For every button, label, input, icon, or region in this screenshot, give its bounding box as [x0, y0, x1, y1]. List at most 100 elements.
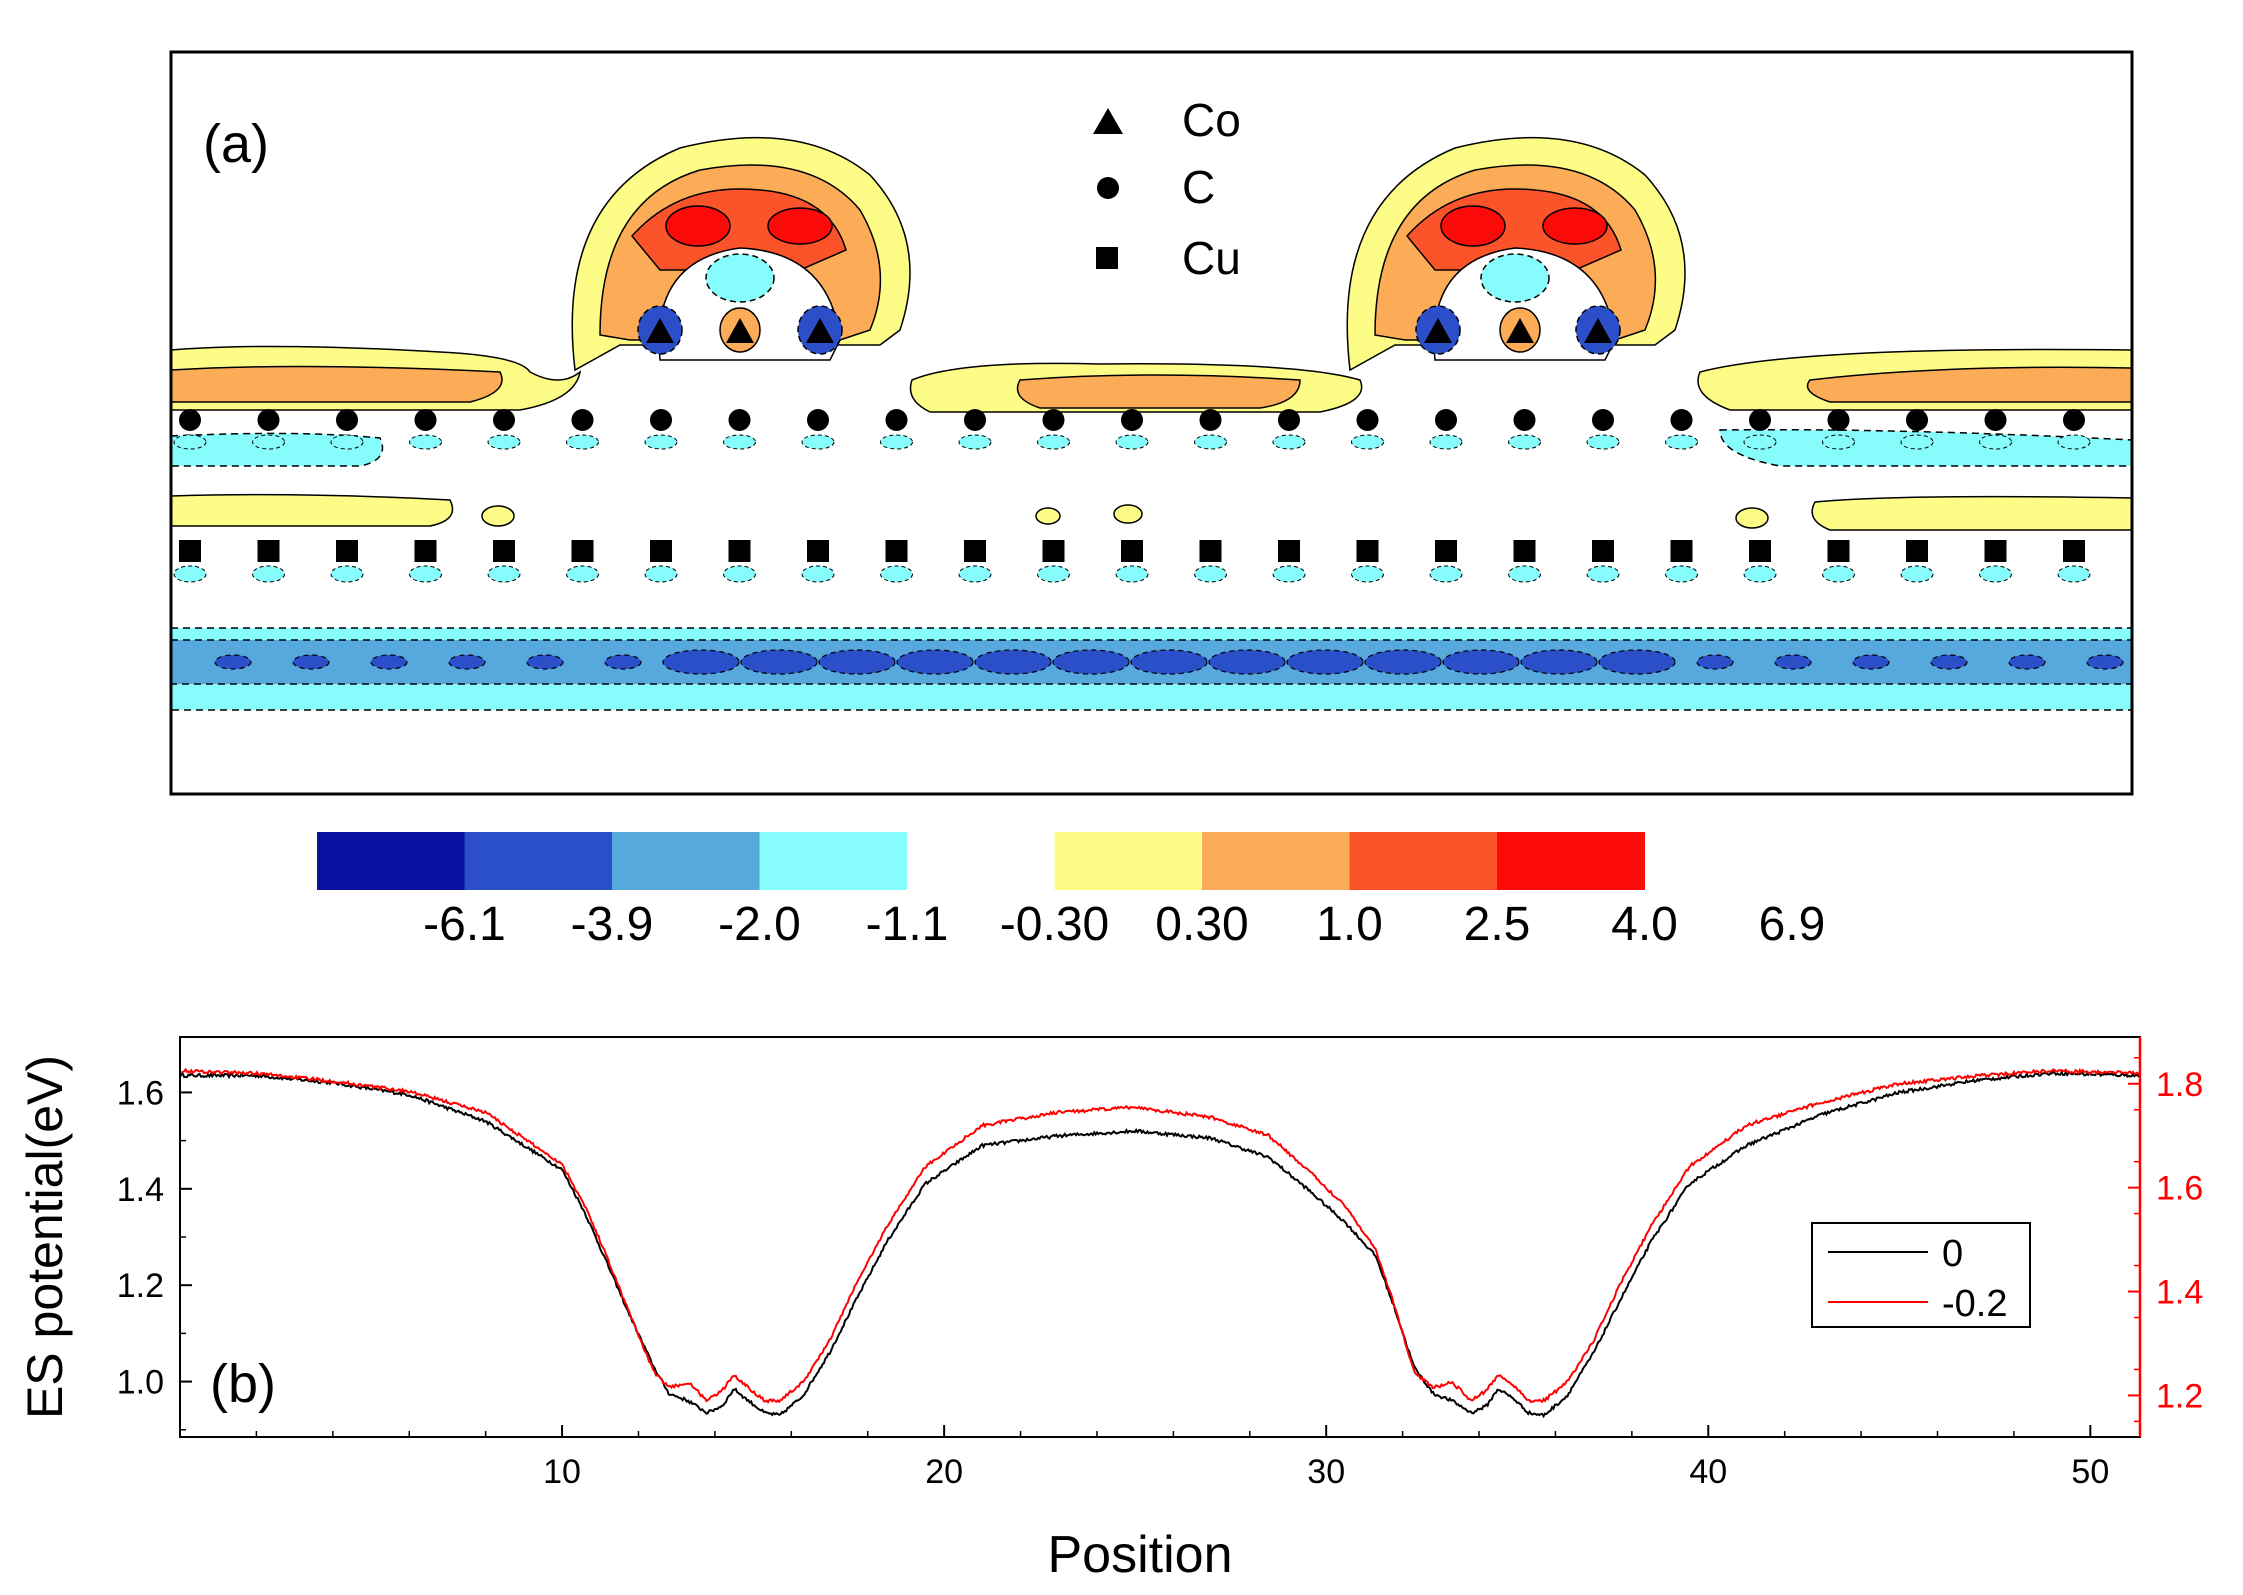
- contour-atom-halo: [1743, 565, 1777, 583]
- x-axis-label: Position: [1048, 1526, 1233, 1584]
- colorbar-label: -6.1: [423, 898, 506, 951]
- colorbar-swatch: [612, 832, 760, 890]
- contour-blob: [1598, 649, 1676, 675]
- contour-cu-layer-small-pos: [1035, 507, 1061, 525]
- colorbar-swatch: [1202, 832, 1350, 890]
- legend-item-c: C: [1097, 161, 1215, 213]
- carbon-atom: [493, 409, 515, 431]
- y-left-tick-label: 1.4: [117, 1171, 164, 1209]
- copper-atom: [1513, 540, 1536, 562]
- colorbar-label: -1.1: [866, 898, 949, 951]
- contour-atom-halo: [1351, 434, 1384, 450]
- contour-blob: [370, 654, 408, 670]
- contour-atom-halo: [1586, 565, 1620, 583]
- panel-b-label: (b): [210, 1354, 276, 1414]
- colorbar-label: 4.0: [1611, 898, 1678, 951]
- carbon-atom: [1749, 409, 1771, 431]
- colorbar-swatch: [1497, 832, 1645, 890]
- contour-atom-halo: [1665, 565, 1698, 583]
- y-left-tick-label: 1.6: [117, 1074, 164, 1112]
- copper-atom: [885, 540, 908, 562]
- contour-atom-halo: [173, 565, 207, 583]
- contour-atom-halo: [1429, 565, 1463, 583]
- contour-atom-halo: [252, 434, 285, 450]
- contour-atom-halo: [1194, 565, 1227, 583]
- carbon-atom: [1042, 409, 1065, 431]
- copper-atom: [650, 540, 672, 562]
- colorbar-labels: -6.1 -3.9 -2.0 -1.1 -0.30 0.30 1.0 2.5 4.0 6.9: [423, 898, 1825, 951]
- contour-atom-halo: [880, 434, 913, 450]
- contour-atom-halo: [409, 434, 442, 450]
- contour-c-layer-left-neg: [171, 432, 384, 467]
- copper-atom: [1749, 540, 1771, 562]
- contour-atom-halo: [1351, 565, 1384, 583]
- chart-legend: 0 -0.2: [1811, 1222, 2031, 1328]
- colorbar-swatch: [464, 832, 613, 890]
- carbon-atom: [1199, 409, 1222, 431]
- contour-atom-halo: [1508, 434, 1541, 450]
- colorbar-swatch: [1349, 832, 1498, 890]
- legend-label-series-1: -0.2: [1942, 1283, 2007, 1325]
- contour-c-layer-right-orange: [1806, 366, 2132, 403]
- contour-atom-halo: [801, 565, 835, 583]
- carbon-atom: [964, 409, 986, 431]
- copper-atom: [1827, 540, 1850, 562]
- contour-atom-halo: [2057, 565, 2091, 583]
- x-tick-label: 20: [925, 1453, 963, 1491]
- contour-atom-halo: [723, 434, 756, 450]
- contour-atom-halo: [173, 434, 207, 450]
- contour-blob: [818, 649, 896, 675]
- contour-atom-halo: [487, 434, 521, 450]
- carbon-atom: [1278, 409, 1300, 431]
- colorbar-label: 6.9: [1759, 898, 1826, 951]
- contour-blob: [2008, 654, 2046, 670]
- colorbar-label: -0.30: [1000, 898, 1109, 951]
- colorbar: -6.1 -3.9 -2.0 -1.1 -0.30 0.30 1.0 2.5 4.0 6.9: [317, 832, 1825, 951]
- copper-atom: [2063, 540, 2085, 562]
- contour-atom-halo: [723, 565, 756, 583]
- contour-blob: [1852, 654, 1890, 670]
- contour-blob: [1696, 654, 1734, 670]
- series-layer: [180, 1067, 2140, 1419]
- x-tick-label: 50: [2071, 1453, 2109, 1491]
- contour-atom-halo: [1272, 434, 1306, 450]
- contour-blob: [1130, 649, 1208, 675]
- carbon-atom: [179, 409, 201, 431]
- contour-atom-halo: [1194, 434, 1227, 450]
- contour-blob: [1774, 654, 1812, 670]
- contour-blob: [604, 654, 642, 670]
- contour-blob: [974, 649, 1052, 675]
- copper-atom: [1670, 540, 1693, 562]
- legend-label-cu: Cu: [1182, 232, 1241, 284]
- contour-atom-halo: [644, 565, 678, 583]
- x-tick-label: 40: [1689, 1453, 1727, 1491]
- contour-atom-halo: [1115, 434, 1149, 450]
- contour-atom-halo: [1900, 565, 1934, 583]
- atom-markers: [173, 318, 2091, 583]
- colorbar-label: -3.9: [571, 898, 654, 951]
- y-right-tick-label: 1.4: [2156, 1274, 2203, 1312]
- legend-label-series-0: 0: [1942, 1233, 1963, 1275]
- colorbar-swatch: [1054, 832, 1203, 890]
- contour-cu-layer-right-pos: [1811, 495, 2132, 531]
- contour-blob: [896, 649, 974, 675]
- series-line-1: [180, 1067, 2140, 1404]
- copper-atom: [1984, 540, 2007, 562]
- carbon-atom: [1121, 409, 1143, 431]
- contour-atom-halo: [958, 565, 992, 583]
- contour-map-frame: [169, 50, 2134, 796]
- contour-atom-halo: [1900, 434, 1934, 450]
- copper-atom: [179, 540, 201, 562]
- chart-legend-box: [1811, 1222, 2031, 1328]
- carbon-atom: [1356, 409, 1379, 431]
- contour-blob: [526, 654, 564, 670]
- contour-blob: [1364, 649, 1442, 675]
- contour-atom-halo: [252, 565, 285, 583]
- contour-atom-halo: [409, 565, 442, 583]
- y-axis-label: ES potential(eV): [17, 1055, 73, 1419]
- contour-blob: [448, 654, 486, 670]
- contour-atom-halo: [958, 434, 992, 450]
- contour-atom-halo: [880, 565, 913, 583]
- copper-atom: [728, 540, 751, 562]
- contour-atom-halo: [801, 434, 835, 450]
